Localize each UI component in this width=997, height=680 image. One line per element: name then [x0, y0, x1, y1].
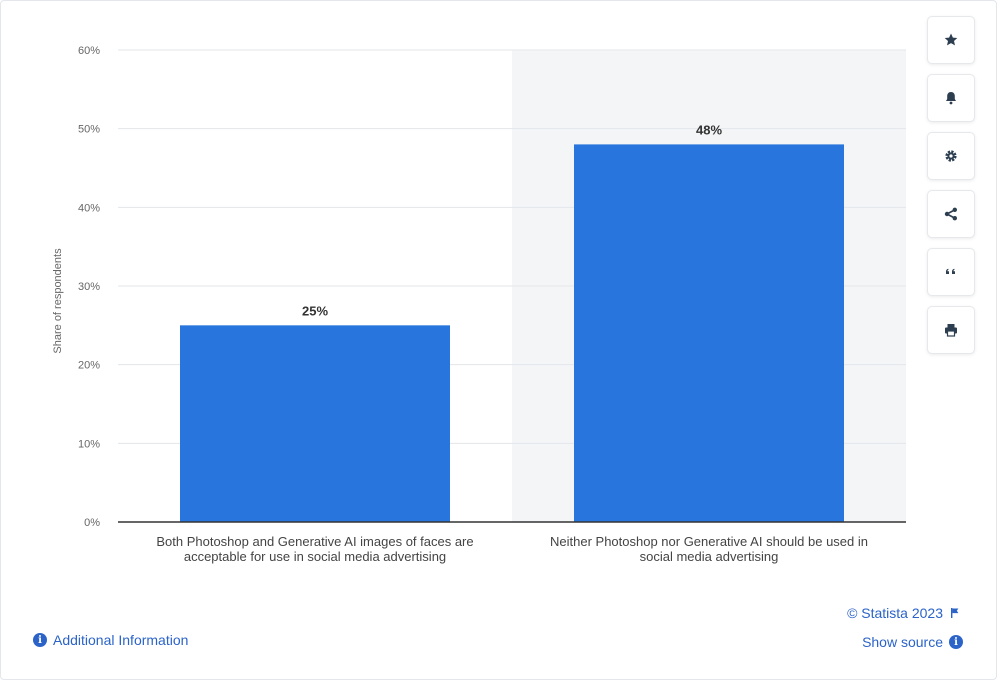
statista-copyright-link[interactable]: © Statista 2023	[847, 605, 961, 621]
data-label: 48%	[696, 122, 722, 137]
y-tick-label: 60%	[78, 45, 100, 57]
show-source-label: Show source	[862, 634, 943, 650]
y-axis-title: Share of respondents	[52, 248, 64, 354]
chart-toolbar	[927, 16, 975, 354]
printer-icon	[945, 324, 957, 337]
bar[interactable]	[180, 325, 450, 522]
y-tick-label: 10%	[78, 438, 100, 450]
print-button[interactable]	[927, 306, 975, 354]
flag-icon	[951, 608, 959, 618]
settings-button[interactable]	[927, 132, 975, 180]
bar-chart: 0% 10% 20% 30% 40% 50% 60% Share of respondents…	[52, 45, 906, 564]
info-icon: i	[949, 635, 963, 649]
quote-icon	[946, 268, 955, 274]
additional-information-label: Additional Information	[53, 632, 189, 648]
additional-information-link[interactable]: i Additional Information	[33, 632, 188, 648]
gear-icon	[945, 150, 957, 162]
star-icon	[944, 33, 958, 46]
bell-icon	[946, 92, 956, 105]
favorite-button[interactable]	[927, 16, 975, 64]
data-label: 25%	[302, 303, 328, 318]
share-icon	[944, 207, 957, 221]
y-tick-label: 50%	[78, 124, 100, 136]
notification-button[interactable]	[927, 74, 975, 122]
show-source-link[interactable]: Show source i	[862, 634, 963, 650]
share-button[interactable]	[927, 190, 975, 238]
y-tick-label: 20%	[78, 360, 100, 372]
y-tick-label: 30%	[78, 281, 100, 293]
y-tick-label: 0%	[84, 517, 100, 529]
x-category-label: Neither Photoshop nor Generative AI shou…	[550, 534, 868, 564]
x-category-label: Both Photoshop and Generative AI images …	[156, 534, 473, 564]
y-tick-label: 40%	[78, 202, 100, 214]
copyright-label: © Statista 2023	[847, 605, 943, 621]
bar[interactable]	[574, 144, 844, 522]
info-icon: i	[33, 633, 47, 647]
cite-button[interactable]	[927, 248, 975, 296]
